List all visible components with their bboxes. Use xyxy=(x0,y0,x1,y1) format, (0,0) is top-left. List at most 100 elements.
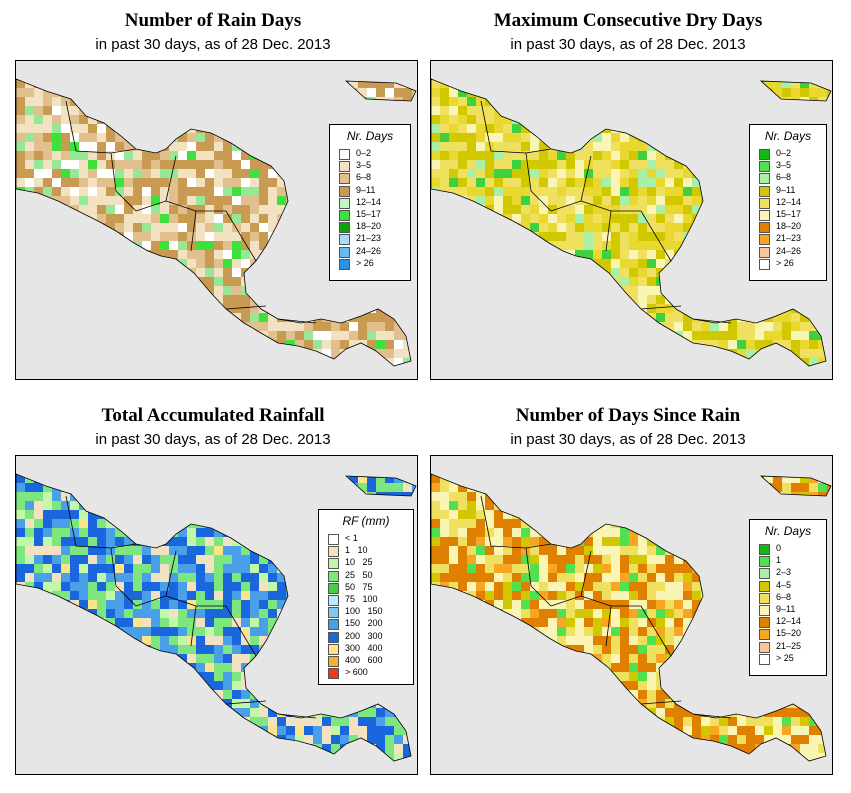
legend-label: 150 200 xyxy=(345,618,383,629)
legend-label: 6–8 xyxy=(776,591,792,602)
legend-swatch xyxy=(328,631,339,643)
panel-title: Total Accumulated Rainfall xyxy=(101,405,325,426)
panel-total-rainfall: Total Accumulated Rainfall in past 30 da… xyxy=(0,395,426,790)
panel-subtitle: in past 30 days, as of 28 Dec. 2013 xyxy=(95,431,331,448)
panel-dry-days: Maximum Consecutive Dry Days in past 30 … xyxy=(415,0,841,395)
legend-swatch xyxy=(759,580,770,592)
legend-label: 4–5 xyxy=(776,579,792,590)
legend-swatch xyxy=(339,173,350,185)
panel-subtitle: in past 30 days, as of 28 Dec. 2013 xyxy=(95,36,331,53)
legend-swatch xyxy=(759,629,770,641)
legend-label: 12–14 xyxy=(356,196,382,207)
legend-label: 21–23 xyxy=(356,233,382,244)
coastline xyxy=(431,78,832,367)
legend-swatch xyxy=(759,185,770,197)
legend-swatch xyxy=(759,234,770,246)
legend-label: 50 75 xyxy=(345,581,373,592)
legend-swatch xyxy=(759,556,770,568)
legend-swatch xyxy=(339,246,350,258)
legend-label: 21–25 xyxy=(776,640,802,651)
legend-swatch xyxy=(328,607,339,619)
country-borders xyxy=(480,100,732,324)
legend-swatch xyxy=(339,210,350,221)
legend-swatch xyxy=(339,258,350,270)
legend-swatch xyxy=(328,668,339,680)
legend-label: 21–23 xyxy=(776,233,802,244)
legend-swatch xyxy=(759,568,770,580)
legend-label: 10 25 xyxy=(345,557,373,568)
legend-swatch xyxy=(328,582,339,594)
legend-title: Nr. Days xyxy=(346,129,394,143)
legend-label: 15–17 xyxy=(776,209,802,219)
coastline xyxy=(16,473,417,762)
legend-swatch xyxy=(328,546,339,558)
legend-label: 1 10 xyxy=(345,545,368,556)
legend-swatch xyxy=(328,558,339,570)
legend-swatch xyxy=(759,210,770,221)
legend-label: 12–14 xyxy=(776,616,802,627)
panel-subtitle: in past 30 days, as of 28 Dec. 2013 xyxy=(510,36,746,53)
legend-label: 9–11 xyxy=(776,184,796,195)
legend-label: 300 400 xyxy=(345,642,383,653)
legend-label: 2–3 xyxy=(776,567,792,578)
legend-label: 15–17 xyxy=(356,209,382,219)
legend-swatch xyxy=(759,617,770,629)
legend-swatch xyxy=(759,258,770,270)
legend-swatch xyxy=(759,222,770,234)
legend-swatch xyxy=(759,173,770,185)
legend-label: 100 150 xyxy=(345,606,383,617)
legend-swatch xyxy=(328,570,339,582)
legend-title: Nr. Days xyxy=(764,524,812,538)
legend-swatch xyxy=(339,185,350,197)
legend-days-since-rain: Nr. Days 0 1 2–3 4–5 6–8 9–11 12–14 15–20 21–25 >… xyxy=(749,519,827,676)
legend-label: 200 300 xyxy=(345,630,383,641)
legend-swatch xyxy=(759,161,770,173)
legend-label: 6–8 xyxy=(776,172,792,183)
legend-swatch xyxy=(759,653,770,665)
legend-label: 0 xyxy=(776,543,782,553)
legend-label: 400 600 xyxy=(345,655,383,665)
legend-swatch xyxy=(328,656,339,667)
legend-swatch xyxy=(759,605,770,616)
legend-label: > 25 xyxy=(776,652,794,663)
legend-label: < 1 xyxy=(345,533,358,543)
legend-swatch xyxy=(328,619,339,631)
legend-swatch xyxy=(339,222,350,234)
legend-label: 0–2 xyxy=(776,148,792,158)
legend-swatch xyxy=(328,643,339,655)
legend-label: 18–20 xyxy=(356,221,382,232)
legend-label: > 26 xyxy=(356,257,374,268)
legend-swatch xyxy=(759,641,770,653)
legend-label: 75 100 xyxy=(345,594,378,604)
legend-label: 0–2 xyxy=(356,148,372,158)
legend-label: 12–14 xyxy=(776,196,802,207)
landmass xyxy=(431,79,826,366)
legend-label: 1 xyxy=(776,555,782,566)
legend-swatch xyxy=(339,149,350,160)
country-borders xyxy=(65,100,317,324)
country-borders xyxy=(480,495,732,719)
panel-rain-days: Number of Rain Days in past 30 days, as … xyxy=(0,0,426,395)
legend-label: 18–20 xyxy=(776,221,802,232)
legend-label: 9–11 xyxy=(776,604,796,614)
panel-title: Number of Rain Days xyxy=(124,10,302,31)
legend-swatch xyxy=(339,197,350,209)
coastline xyxy=(431,473,832,762)
legend-label: > 26 xyxy=(776,257,794,268)
legend-label: 6–8 xyxy=(356,172,372,183)
panel-subtitle: in past 30 days, as of 28 Dec. 2013 xyxy=(510,431,746,448)
legend-label: 24–26 xyxy=(356,245,382,256)
legend-dry-days: Nr. Days 0–2 3–5 6–8 9–11 12–14 15–17 18–20 21–… xyxy=(749,124,827,281)
panel-days-since-rain: Number of Days Since Rain in past 30 day… xyxy=(415,395,841,790)
legend-swatch xyxy=(328,595,339,606)
legend-label: > 600 xyxy=(345,667,368,678)
panel-title: Number of Days Since Rain xyxy=(515,405,741,426)
legend-rain-days: Nr. Days 0–2 3–5 6–8 9–11 12–14 15–17 18–20 21–… xyxy=(329,124,411,281)
legend-label: 25 50 xyxy=(345,569,373,580)
legend-swatch xyxy=(759,246,770,258)
panel-title: Maximum Consecutive Dry Days xyxy=(493,10,763,31)
legend-label: 15–20 xyxy=(776,628,802,639)
legend-title: RF (mm) xyxy=(342,514,390,528)
legend-swatch xyxy=(339,234,350,246)
